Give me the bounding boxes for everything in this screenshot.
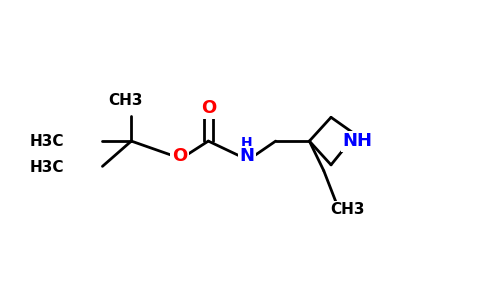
Text: N: N <box>239 147 254 165</box>
Text: H3C: H3C <box>30 160 64 175</box>
Text: NH: NH <box>343 132 373 150</box>
Text: O: O <box>201 99 216 117</box>
Text: H: H <box>241 136 253 150</box>
Text: O: O <box>172 147 187 165</box>
Text: H3C: H3C <box>30 134 64 149</box>
Text: CH3: CH3 <box>331 202 365 217</box>
Text: CH3: CH3 <box>108 94 142 109</box>
